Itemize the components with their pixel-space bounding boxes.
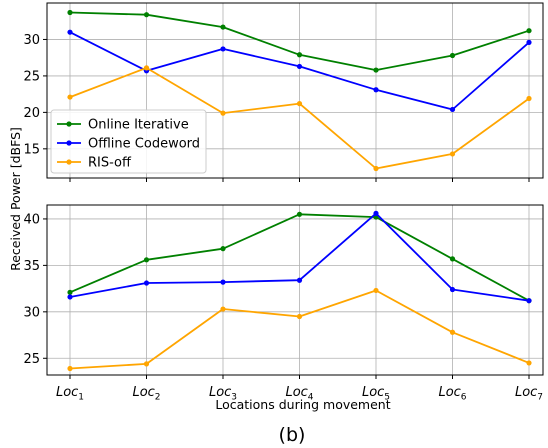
ris-off-point [220,110,226,116]
online-iterative-point [220,246,226,252]
legend: Online Iterative Offline Codeword RIS-off [50,109,207,174]
x-tick-label: Loc5 [362,385,390,403]
ris-off-point [143,65,150,71]
ris-off-point [220,306,226,312]
x-tick-label: Loc6 [438,385,466,403]
offline-codeword-point [220,46,226,52]
legend-marker-offline-codeword [66,140,72,146]
offline-codeword-point [373,87,379,93]
ris-off-point [143,361,150,367]
ris-off-point [449,151,456,157]
x-tick-label: Loc7 [515,385,543,403]
offline-codeword-point [296,63,303,70]
offline-codeword-point [526,298,532,304]
online-iterative-point [296,211,303,217]
online-iterative-point [67,9,73,16]
offline-codeword-point [220,279,226,285]
y-tick-label: 25 [23,69,40,84]
y-tick-label: 35 [23,259,40,274]
y-axis-label: Received Power [dBFS] [8,127,23,271]
axes-frame [46,204,544,376]
offline-codeword-point [373,210,379,216]
ris-off-point [449,329,456,335]
y-tick-label: 30 [23,305,40,320]
y-tick-label: 30 [23,33,40,48]
ris-off-point [373,287,379,294]
ris-off-point [526,360,532,366]
online-iterative-point [296,52,303,58]
offline-codeword-point [449,286,456,293]
online-iterative-point [449,52,456,59]
legend-marker-online-iterative [66,121,72,127]
ris-off-point [296,101,303,107]
legend-label-ris-off: RIS-off [88,156,132,171]
offline-codeword-point [296,277,303,283]
legend-label-online-iterative: Online Iterative [88,118,189,133]
y-tick-label: 40 [23,212,40,227]
online-iterative-point [220,24,226,30]
online-iterative-point [67,289,73,295]
ris-off-point [373,165,379,172]
ris-off-point [296,313,303,320]
online-iterative-point [143,257,150,263]
online-iterative-point [373,67,379,73]
x-axis-label: Locations during movement [215,397,390,412]
x-tick-label: Loc1 [56,385,84,403]
online-iterative-point [526,28,532,34]
axes-frame [46,2,544,179]
x-tick-label: Loc3 [209,385,237,403]
bottom-panel: 25 30 35 40 Loc1 Loc2 Loc3 Loc4 Loc5 Loc6 Loc7 [23,204,544,403]
ris-off-point [67,365,73,372]
top-panel: 15 20 25 30 [23,2,544,182]
legend-label-offline-codeword: Offline Codeword [88,137,200,152]
y-tick-label: 20 [23,106,40,121]
legend-marker-ris-off [66,159,72,165]
offline-codeword-point [67,294,73,300]
ris-off-point [526,95,532,102]
ris-off-point [67,94,73,100]
y-tick-label: 25 [23,352,40,367]
offline-codeword-point [143,280,150,286]
offline-codeword-point [526,39,532,45]
online-iterative-point [449,256,456,262]
x-tick-label: Loc4 [285,385,313,403]
x-tick-label: Loc2 [132,385,160,403]
y-tick-label: 15 [23,142,40,157]
offline-codeword-point [67,29,73,35]
offline-codeword-point [449,106,456,113]
figure-caption: (b) [279,424,306,446]
legend-box [50,109,207,174]
online-iterative-point [143,12,150,18]
